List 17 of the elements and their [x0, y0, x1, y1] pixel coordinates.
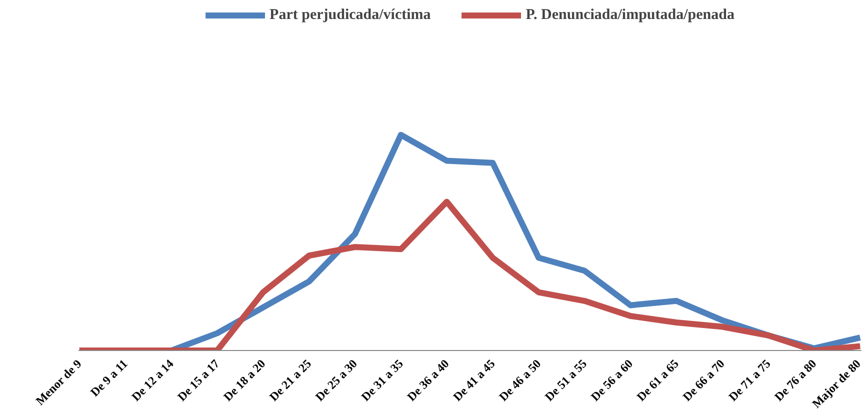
x-tick-label: De 61 a 65 — [634, 356, 682, 404]
x-tick-label: De 9 a 11 — [88, 356, 130, 400]
x-tick-label: De 46 a 50 — [496, 356, 544, 404]
x-tick-label: De 18 a 20 — [220, 356, 268, 404]
x-tick-label: De 36 a 40 — [404, 356, 452, 404]
x-tick-label: De 25 a 30 — [312, 356, 360, 404]
legend-label: Part perjudicada/víctima — [270, 6, 431, 24]
x-tick-label: De 12 a 14 — [128, 356, 176, 404]
x-tick-label: De 41 a 45 — [450, 356, 498, 404]
x-tick-label: De 56 a 60 — [588, 356, 636, 404]
x-tick-label: De 31 a 35 — [358, 356, 406, 404]
x-tick-label: De 71 a 75 — [726, 356, 774, 404]
legend-label: P. Denunciada/imputada/penada — [526, 6, 734, 24]
x-tick-label: De 15 a 17 — [174, 356, 222, 404]
x-tick-label: De 66 a 70 — [680, 356, 728, 404]
x-tick-label: De 21 a 25 — [266, 356, 314, 404]
x-tick-label: De 51 a 55 — [542, 356, 590, 404]
